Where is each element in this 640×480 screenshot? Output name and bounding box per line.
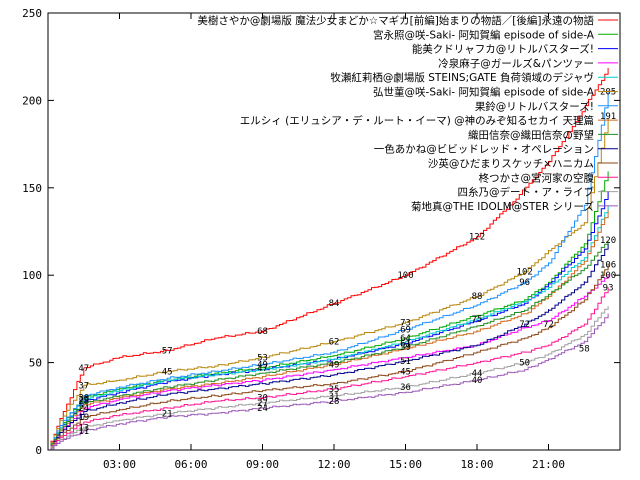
series-line — [48, 274, 609, 451]
data-label: 88 — [472, 292, 483, 302]
data-label: 36 — [400, 383, 411, 393]
data-label: 57 — [162, 346, 173, 356]
series-line — [48, 241, 609, 451]
legend-label: 牧瀬紅莉栖@劇場版 STEINS;GATE 負荷領域のデジャヴ — [330, 71, 594, 84]
data-label: 44 — [472, 369, 483, 379]
y-tick-label: 250 — [22, 7, 42, 20]
data-labels: 4757688410012230476428612472100297537455… — [78, 88, 616, 437]
data-label: 45 — [162, 367, 173, 377]
legend: 美樹さやか@劇場版 魔法少女まどか☆マギカ[前編]始まりの物語／[後編]永遠の物… — [197, 14, 618, 213]
data-label: 205 — [600, 88, 616, 98]
data-label: 24 — [78, 404, 89, 414]
data-label: 120 — [600, 236, 616, 246]
data-label: 51 — [400, 357, 411, 367]
data-label: 58 — [579, 345, 590, 355]
data-label: 30 — [257, 394, 268, 404]
series-line — [48, 306, 609, 451]
data-label: 13 — [78, 423, 89, 433]
series-line — [48, 313, 609, 451]
data-label: 21 — [162, 409, 173, 419]
data-label: 122 — [469, 233, 485, 243]
data-label: 27 — [257, 399, 268, 409]
series-line — [48, 263, 609, 451]
legend-label: 四糸乃@デート・ア・ライブ — [458, 186, 595, 199]
data-label: 69 — [400, 325, 411, 335]
data-label: 50 — [519, 359, 530, 369]
data-label: 59 — [400, 343, 411, 353]
data-label: 100 — [600, 271, 616, 281]
legend-label: エルシィ (エリュシア・デ・ルート・イーマ) @神のみぞ知るセカイ 天理篇 — [240, 114, 594, 127]
data-label: 72 — [519, 320, 530, 330]
legend-label: 柊つかさ@宮河家の空腹 — [479, 171, 595, 184]
data-label: 96 — [519, 278, 530, 288]
x-tick-label: 03:00 — [103, 458, 136, 471]
legend-label: 沙英@ひだまりスケッチ×ハニカム — [428, 157, 594, 170]
series-line — [48, 244, 609, 451]
legend-label: 冷泉麻子@ガールズ&パンツァー — [438, 57, 594, 70]
legend-label: 果鈴@リトルバスターズ! — [475, 100, 594, 113]
x-tick-label: 06:00 — [174, 458, 207, 471]
data-label: 68 — [257, 327, 268, 337]
data-label: 29 — [78, 395, 89, 405]
legend-label: 菊地真@THE IDOLM@STER シリーズ — [411, 200, 594, 213]
data-label: 35 — [329, 385, 340, 395]
series-line — [48, 287, 609, 451]
data-label: 61 — [400, 339, 411, 349]
y-tick-label: 150 — [22, 182, 42, 195]
data-label: 47 — [257, 364, 268, 374]
legend-label: 織田信奈@織田信奈の野望 — [468, 128, 594, 141]
data-label: 37 — [78, 381, 89, 391]
legend-label: 美樹さやか@劇場版 魔法少女まどか☆マギカ[前編]始まりの物語／[後編]永遠の物… — [197, 14, 594, 27]
y-tick-label: 50 — [29, 357, 42, 370]
legend-label: 宮永照@咲-Saki- 阿知賀編 episode of side-A — [373, 28, 595, 41]
data-label: 40 — [472, 376, 483, 386]
data-label: 102 — [517, 268, 533, 278]
legend-label: 能美クドリャフカ@リトルバスターズ! — [412, 43, 594, 56]
series-line — [48, 68, 609, 451]
legend-label: 弘世菫@咲-Saki- 阿知賀編 episode of side-A — [373, 86, 595, 99]
series-line — [48, 171, 609, 451]
legend-label: 一色あかね@ビビッドレッド・オペレーション — [374, 143, 594, 156]
data-label: 64 — [400, 334, 411, 344]
series-lines — [48, 68, 609, 451]
series-line — [48, 90, 609, 451]
data-label: 49 — [329, 360, 340, 370]
data-label: 24 — [257, 404, 268, 414]
data-label: 84 — [329, 299, 340, 309]
data-label: 28 — [329, 397, 340, 407]
x-tick-label: 12:00 — [317, 458, 350, 471]
data-label: 45 — [400, 367, 411, 377]
data-label: 75 — [472, 315, 483, 325]
y-tick-label: 200 — [22, 94, 42, 107]
data-label: 47 — [78, 364, 89, 374]
y-tick-label: 100 — [22, 269, 42, 282]
data-label: 28 — [78, 397, 89, 407]
data-label: 191 — [600, 112, 616, 122]
data-label: 11 — [78, 427, 89, 437]
data-label: 30 — [78, 394, 89, 404]
y-tick-label: 0 — [35, 444, 42, 457]
data-label: 72 — [543, 320, 554, 330]
series-line — [48, 209, 609, 451]
data-label: 93 — [603, 283, 614, 293]
data-label: 53 — [257, 353, 268, 363]
series-line — [48, 191, 609, 451]
data-label: 73 — [400, 318, 411, 328]
x-tick-label: 15:00 — [389, 458, 422, 471]
series-line — [48, 118, 609, 451]
data-label: 106 — [600, 261, 616, 271]
x-tick-label: 21:00 — [532, 458, 565, 471]
data-label: 49 — [257, 360, 268, 370]
series-line — [48, 205, 609, 451]
data-label: 100 — [397, 271, 413, 281]
x-tick-label: 18:00 — [460, 458, 493, 471]
axes: 0 50 100 150 200 250 03:00 06:00 09:00 12:00 15:00… — [22, 7, 621, 471]
data-label: 19 — [78, 413, 89, 423]
x-tick-label: 09:00 — [246, 458, 279, 471]
data-label: 62 — [329, 338, 340, 348]
data-label: 31 — [329, 392, 340, 402]
